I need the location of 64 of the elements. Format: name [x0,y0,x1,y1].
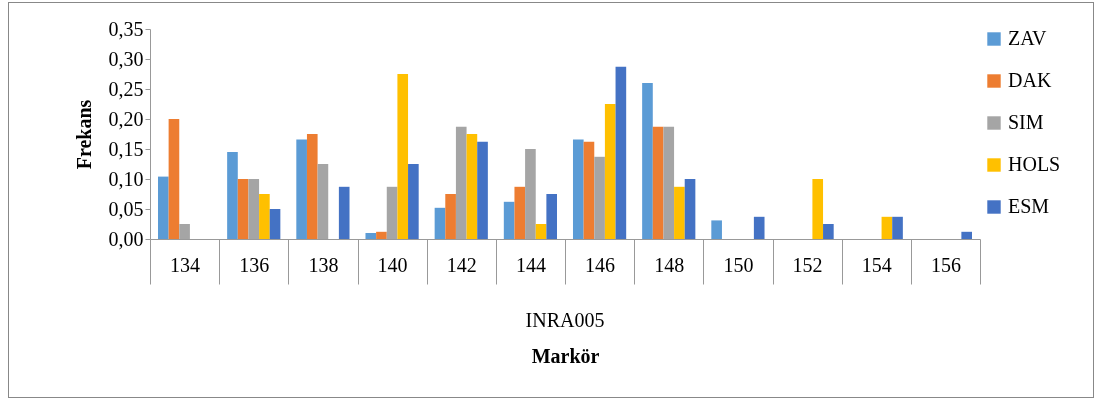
bar [227,152,238,239]
y-axis-title: Frekans [72,99,95,170]
bar [546,194,558,239]
bar [338,186,350,239]
x-tick-label: 142 [446,253,477,276]
legend-label: HOLS [1008,153,1061,175]
y-tick-label: 0,25 [108,77,144,100]
x-tick-label: 140 [377,253,408,276]
y-tick-label: 0,15 [108,137,144,160]
bar [466,134,478,239]
x-tick-label: 138 [308,253,339,276]
bar [961,231,973,239]
x-tick-label: 134 [170,253,201,276]
legend-label: ZAV [1008,27,1048,49]
x-tick-label: 146 [585,253,616,276]
bar [615,66,627,239]
bar [812,179,824,239]
bar [477,141,488,239]
legend-label: ESM [1008,195,1050,217]
bar [604,104,616,239]
bar [684,179,696,239]
y-tick-label: 0,35 [108,17,144,40]
bar [365,233,377,239]
legend-label: DAK [1008,69,1052,91]
bar [514,186,526,239]
legend-label: SIM [1008,111,1044,133]
y-tick-label: 0,00 [108,227,144,250]
x-tick-label: 152 [792,253,823,276]
bar [157,176,169,239]
bar [408,164,419,239]
bar [237,179,249,239]
x-tick-label: 156 [930,253,961,276]
bar [445,194,456,239]
bar [892,216,903,239]
bar [503,201,515,239]
bar [296,139,307,239]
x-tick-label: 154 [861,253,892,276]
y-tick-label: 0,20 [108,107,144,130]
bar [642,83,653,239]
bar [269,209,281,239]
bar [259,194,270,239]
y-tick-label: 0,30 [108,47,144,70]
x-tick-label: 150 [723,253,754,276]
bar [674,186,685,239]
y-tick-label: 0,05 [108,197,144,220]
x-tick-label: 148 [654,253,685,276]
text: INRA005 [525,309,605,331]
bar [583,141,595,239]
bar [652,126,664,239]
bar [434,207,446,239]
bar [535,224,547,239]
x-tick-label: 144 [515,253,546,276]
bar [572,139,584,239]
bar [881,216,893,239]
bar [306,134,318,239]
x-axis-title: Markör [531,345,600,367]
bar [711,220,722,239]
bar [753,216,765,239]
x-tick-label: 136 [239,253,270,276]
bar [168,119,180,239]
bar [823,224,834,239]
bar [397,74,409,239]
y-tick-label: 0,10 [108,167,144,190]
bar [376,231,387,239]
